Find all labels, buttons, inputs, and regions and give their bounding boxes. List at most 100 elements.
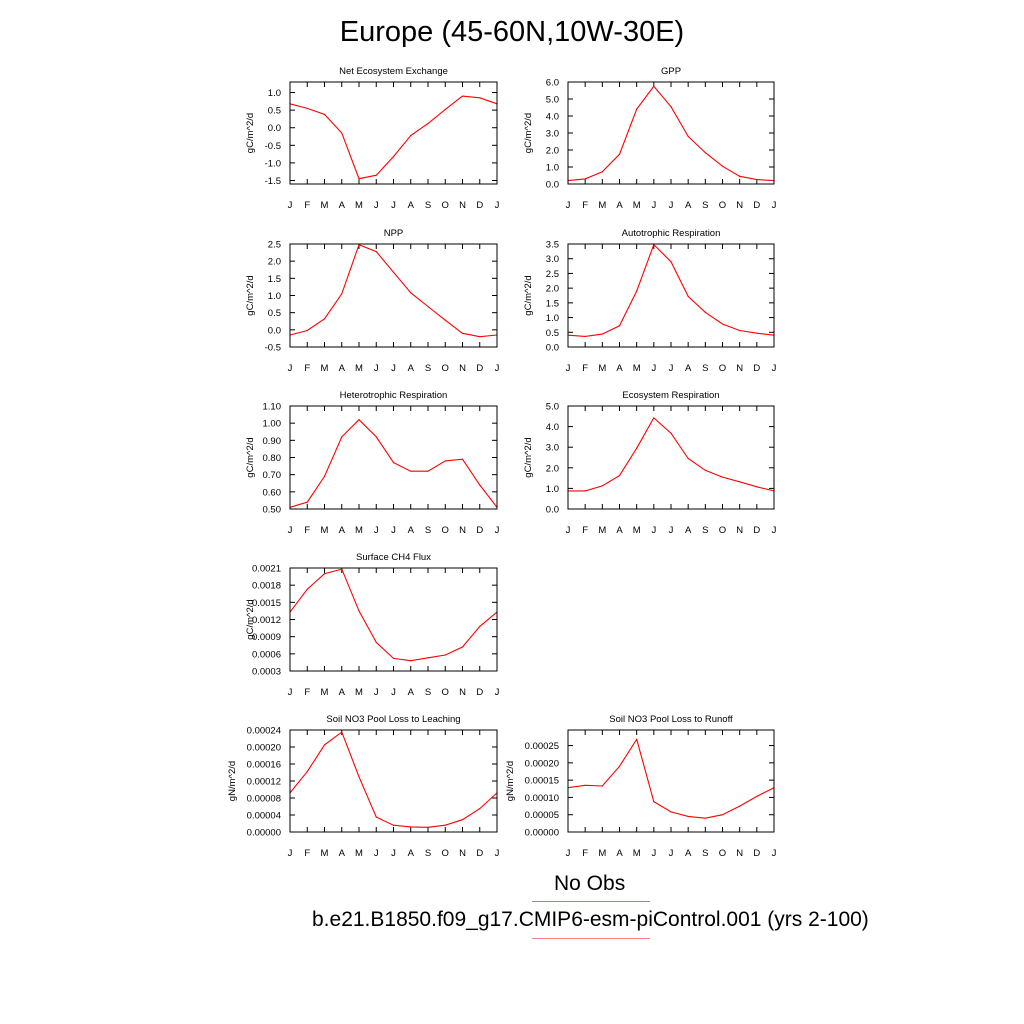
panel-3-x-tick-label: N [459,363,466,374]
panel-2-x-tick-label: O [719,200,726,211]
panel-8-data-point [427,826,429,828]
panel-8-data-point [479,808,481,810]
panel-5-y-tick-label: 0.80 [263,453,282,464]
panel-4-data-point [704,311,706,313]
panel-8-x-tick-label: J [288,848,293,859]
panel-7-data-point [323,573,326,575]
panel-5-x-tick-label: N [459,525,466,536]
panel-1-y-tick-label: -1.5 [265,176,281,187]
panel-9-plot-frame [567,729,775,833]
panel-8-y-tick-label: 0.00024 [247,726,281,737]
panel-2-data-point [687,135,689,137]
panel-1-x-tick-label: J [288,200,293,211]
panel-6-data-point [704,469,706,471]
panel-6-data-point [739,481,741,483]
panel-1-data-point [461,95,464,97]
panel-2-x-tick-label: M [598,200,606,211]
panel-7-y-tick-label: 0.0021 [252,564,281,575]
panel-4-title: Autotrophic Respiration [622,228,721,239]
panel-7-y-tick-label: 0.0009 [252,632,281,643]
panel-2-title: GPP [661,66,681,77]
panel-5-y-axis-label: gC/m^2/d [245,437,256,477]
panel-5-x-tick-label: O [442,525,449,536]
panel-3-x-tick-label: J [391,363,396,374]
panel-7-data-point [410,660,412,662]
panel-4-data-point [756,332,758,334]
panel-7-x-tick-label: O [442,687,449,698]
panel-7-y-axis-label: gC/m^2/d [245,599,256,639]
panel-7-y-tick-label: 0.0012 [252,615,281,626]
panel-5-y-tick-label: 0.60 [263,487,282,498]
panel-2-data-point [601,171,603,173]
panel-4-y-tick-label: 0.5 [546,328,559,339]
panel-1-x-tick-label: M [321,200,329,211]
panel-7-y-tick-label: 0.0018 [252,581,281,592]
panel-6-y-tick-label: 0.0 [546,505,559,516]
panel-7-data-point [341,568,343,570]
panel-8-y-tick-label: 0.00020 [247,743,281,754]
panel-2-data-point [704,151,706,154]
panel-2-series-line-1 [567,85,775,182]
panel-6-x-tick-label: M [598,525,606,536]
panel-7-data-point [306,588,308,590]
panel-7-data-point [358,610,360,612]
panel-2-y-tick-label: 6.0 [546,78,559,89]
panel-2-data-point [653,85,655,87]
panel-4-series-line-1 [567,243,775,337]
panel-9-y-tick-label: 0.00025 [525,741,559,752]
panel-2-y-axis-label: gC/m^2/d [523,113,534,153]
panel-4-x-tick-label: J [669,363,674,374]
panel-3-x-tick-label: M [355,363,363,374]
panel-7-x-tick-label: A [408,687,415,698]
panel-2-plot-frame [567,81,775,185]
panel-4-data-point [636,290,638,292]
panel-4-x-tick-label: A [685,363,692,374]
panel-8-data-point [358,776,360,778]
panel-2-y-tick-label: 1.0 [546,163,559,174]
legend-obs-label: No Obs [554,872,626,895]
panel-8-data-point [410,826,412,828]
panel-2-data-point [584,178,586,180]
panel-3-x-tick-label: D [476,363,483,374]
panel-4-x-tick-label: M [598,363,606,374]
panel-6-data-point [670,432,672,434]
panel-4-x-tick-label: J [651,363,656,374]
panel-1-series-line-1 [289,95,498,180]
panel-1-x-tick-label: J [391,200,396,211]
panel-7-data-point [479,625,481,627]
panel-4-x-tick-label: S [702,363,708,374]
panel-8-title: Soil NO3 Pool Loss to Leaching [326,714,460,725]
panel-1-x-tick-label: N [459,200,466,211]
panel-5-x-tick-label: A [339,525,346,536]
panel-4-x-tick-label: F [582,363,588,374]
panel-2-x-tick-label: J [772,200,777,211]
panel-5-data-point [444,460,446,462]
panel-9-data-point [687,815,689,818]
panel-8-x-tick-label: S [425,848,431,859]
panel-8-x-tick-label: O [442,848,449,859]
panel-4-x-tick-label: N [736,363,743,374]
panel-6-title: Ecosystem Respiration [622,390,719,401]
panel-8-x-tick-label: J [374,848,379,859]
panel-3-x-tick-label: A [339,363,346,374]
panel-8-x-tick-label: M [355,848,363,859]
panel-9-data-point [721,814,724,816]
panel-2-x-tick-label: N [736,200,743,211]
panel-1-title: Net Ecosystem Exchange [339,66,448,77]
panel-5-x-tick-label: S [425,525,431,536]
panel-8-data-point [323,744,326,746]
panel-6-plot-frame [567,405,775,510]
panel-8-y-axis-label: gN/m^2/d [227,761,238,801]
panel-6-y-tick-label: 1.0 [546,484,559,495]
panel-7-y-tick-label: 0.0003 [252,667,281,678]
panel-9-x-tick-label: J [772,848,777,859]
panel-3-data-point [444,319,446,321]
panel-6-data-point [584,490,586,492]
panel-4-y-tick-label: 3.5 [546,240,559,251]
panel-3-data-point [461,332,464,334]
panel-7-data-point [444,654,446,656]
panel-6-x-tick-label: A [685,525,692,536]
panel-1-x-tick-label: A [408,200,415,211]
